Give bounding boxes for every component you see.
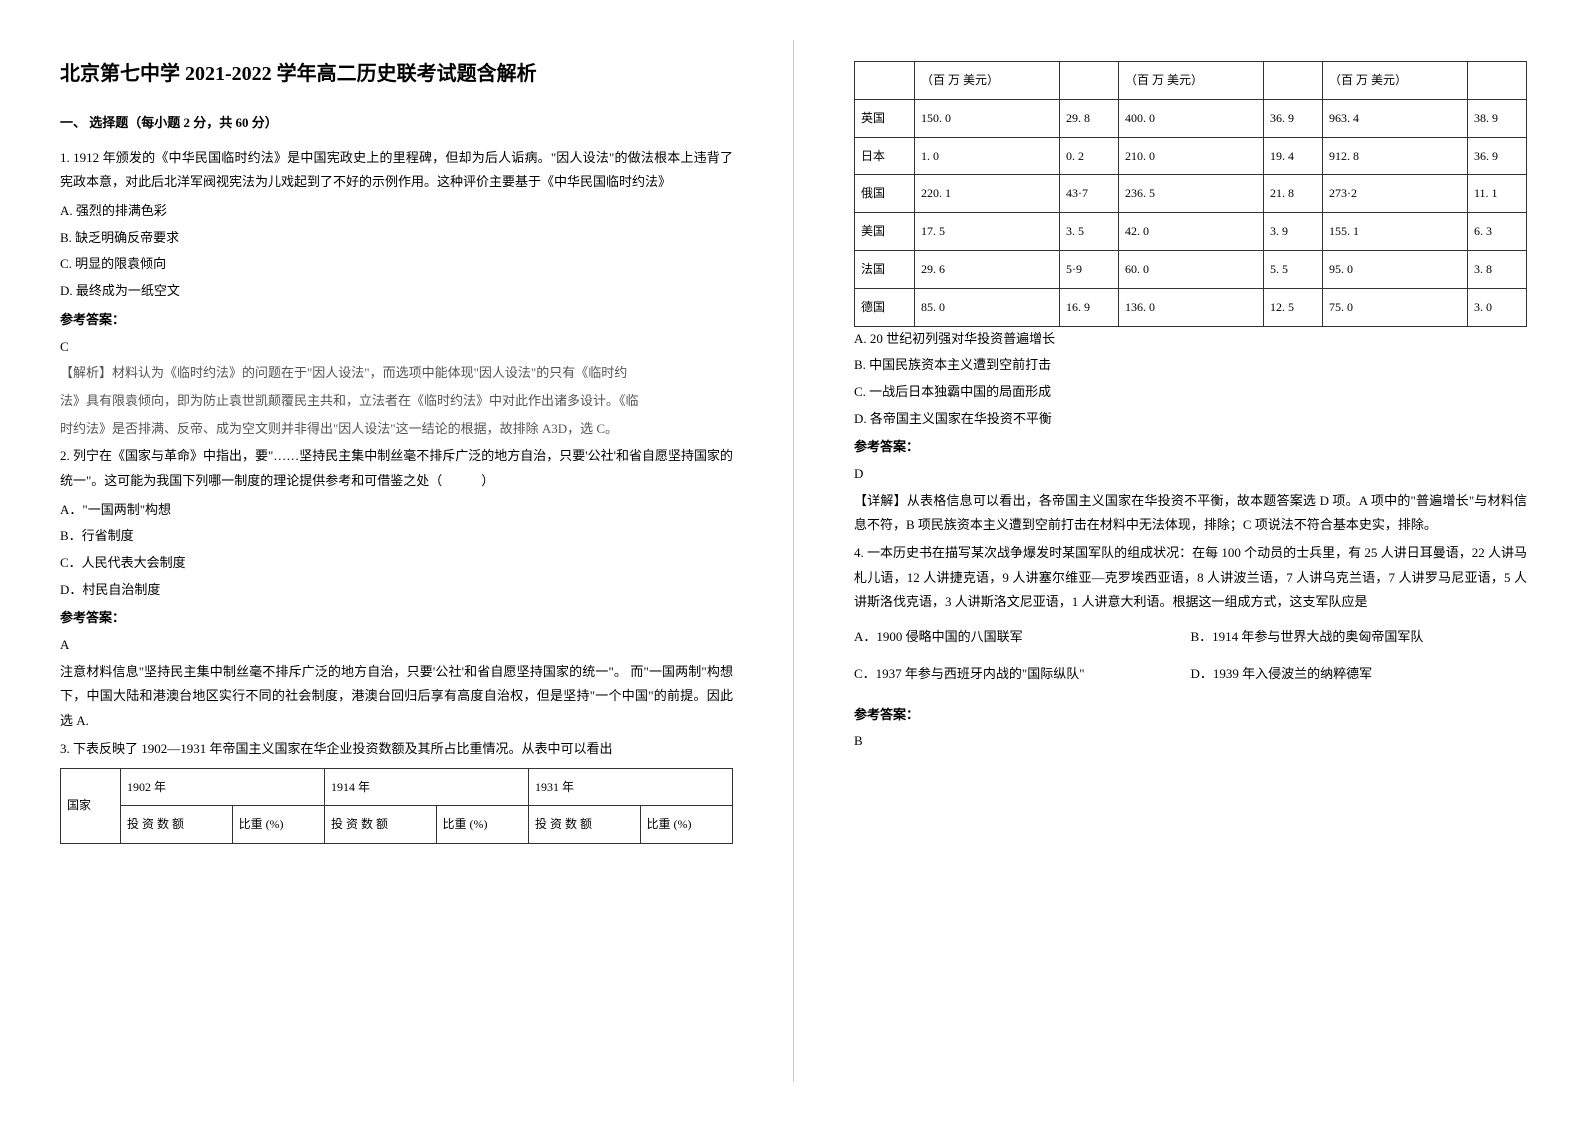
q3-option-b: B. 中国民族资本主义遭到空前打击	[854, 353, 1527, 378]
q3-analysis: 【详解】从表格信息可以看出，各帝国主义国家在华投资不平衡，故本题答案选 D 项。…	[854, 489, 1527, 538]
q2-answer: A	[60, 633, 733, 658]
th-1902: 1902 年	[121, 768, 325, 806]
q1-option-d: D. 最终成为一纸空文	[60, 279, 733, 304]
th-million-1: （百 万 美元）	[915, 62, 1060, 100]
q1-stem: 1. 1912 年颁发的《中华民国临时约法》是中国宪政史上的里程碑，但却为后人诟…	[60, 146, 733, 195]
th-1931: 1931 年	[528, 768, 732, 806]
q4-answer-label: 参考答案：	[854, 703, 1527, 728]
q3-option-c: C. 一战后日本独霸中国的局面形成	[854, 380, 1527, 405]
q1-answer-label: 参考答案：	[60, 308, 733, 333]
q1-option-b: B. 缺乏明确反帝要求	[60, 226, 733, 251]
th-invest-2: 投 资 数 额	[324, 806, 436, 844]
table-row: 俄国 220. 1 43·7 236. 5 21. 8 273·2 11. 1	[855, 175, 1527, 213]
table-row: 美国 17. 5 3. 5 42. 0 3. 9 155. 1 6. 3	[855, 213, 1527, 251]
q4-option-c: C．1937 年参与西班牙内战的"国际纵队"	[854, 662, 1191, 687]
table-row: 日本 1. 0 0. 2 210. 0 19. 4 912. 8 36. 9	[855, 137, 1527, 175]
q4-options-grid: A．1900 侵略中国的八国联军 B．1914 年参与世界大战的奥匈帝国军队 C…	[854, 625, 1527, 698]
table-row: 英国 150. 0 29. 8 400. 0 36. 9 963. 4 38. …	[855, 99, 1527, 137]
q3-table-data: （百 万 美元） （百 万 美元） （百 万 美元） 英国 150. 0 29.…	[854, 61, 1527, 327]
q4-option-a: A．1900 侵略中国的八国联军	[854, 625, 1191, 650]
right-column: （百 万 美元） （百 万 美元） （百 万 美元） 英国 150. 0 29.…	[794, 0, 1587, 1122]
th-invest-3: 投 资 数 额	[528, 806, 640, 844]
document-title: 北京第七中学 2021-2022 学年高二历史联考试题含解析	[60, 55, 733, 93]
q4-option-d: D．1939 年入侵波兰的纳粹德军	[1191, 662, 1528, 687]
q2-analysis: 注意材料信息"坚持民主集中制丝毫不排斥广泛的地方自治，只要'公社'和省自愿坚持国…	[60, 660, 733, 734]
q2-option-c: C．人民代表大会制度	[60, 551, 733, 576]
q2-option-d: D．村民自治制度	[60, 578, 733, 603]
q2-option-b: B．行省制度	[60, 524, 733, 549]
q3-answer: D	[854, 462, 1527, 487]
q1-analysis-1: 【解析】材料认为《临时约法》的问题在于"因人设法"，而选项中能体现"因人设法"的…	[60, 361, 733, 386]
th-million-3: （百 万 美元）	[1322, 62, 1467, 100]
q4-stem: 4. 一本历史书在描写某次战争爆发时某国军队的组成状况：在每 100 个动员的士…	[854, 541, 1527, 615]
q3-option-a: A. 20 世纪初列强对华投资普遍增长	[854, 327, 1527, 352]
table-row: 德国 85. 0 16. 9 136. 0 12. 5 75. 0 3. 0	[855, 288, 1527, 326]
q1-analysis-3: 时约法》是否排满、反帝、成为空文则并非得出"因人设法"这一结论的根据，故排除 A…	[60, 417, 733, 442]
q1-option-a: A. 强烈的排满色彩	[60, 199, 733, 224]
q1-analysis-2: 法》具有限袁倾向，即为防止袁世凯颠覆民主共和，立法者在《临时约法》中对此作出诸多…	[60, 389, 733, 414]
q3-stem: 3. 下表反映了 1902—1931 年帝国主义国家在华企业投资数额及其所占比重…	[60, 737, 733, 762]
th-ratio-2: 比重 (%)	[436, 806, 528, 844]
table-row: 法国 29. 6 5·9 60. 0 5. 5 95. 0 3. 8	[855, 250, 1527, 288]
q3-option-d: D. 各帝国主义国家在华投资不平衡	[854, 407, 1527, 432]
th-invest-1: 投 资 数 额	[121, 806, 233, 844]
th-ratio-3: 比重 (%)	[640, 806, 732, 844]
q2-option-a: A．"一国两制"构想	[60, 498, 733, 523]
q3-answer-label: 参考答案：	[854, 435, 1527, 460]
th-1914: 1914 年	[324, 768, 528, 806]
q4-option-b: B．1914 年参与世界大战的奥匈帝国军队	[1191, 625, 1528, 650]
left-column: 北京第七中学 2021-2022 学年高二历史联考试题含解析 一、 选择题（每小…	[0, 0, 793, 1122]
th-ratio-1: 比重 (%)	[232, 806, 324, 844]
th-million-2: （百 万 美元）	[1118, 62, 1263, 100]
q2-answer-label: 参考答案：	[60, 606, 733, 631]
section-heading: 一、 选择题（每小题 2 分，共 60 分）	[60, 111, 733, 136]
q2-stem: 2. 列宁在《国家与革命》中指出，要"……坚持民主集中制丝毫不排斥广泛的地方自治…	[60, 444, 733, 493]
q1-option-c: C. 明显的限袁倾向	[60, 252, 733, 277]
q3-table-header: 国家 1902 年 1914 年 1931 年 投 资 数 额 比重 (%) 投…	[60, 768, 733, 845]
q1-answer: C	[60, 335, 733, 360]
q4-answer: B	[854, 729, 1527, 754]
th-country: 国家	[61, 768, 121, 844]
